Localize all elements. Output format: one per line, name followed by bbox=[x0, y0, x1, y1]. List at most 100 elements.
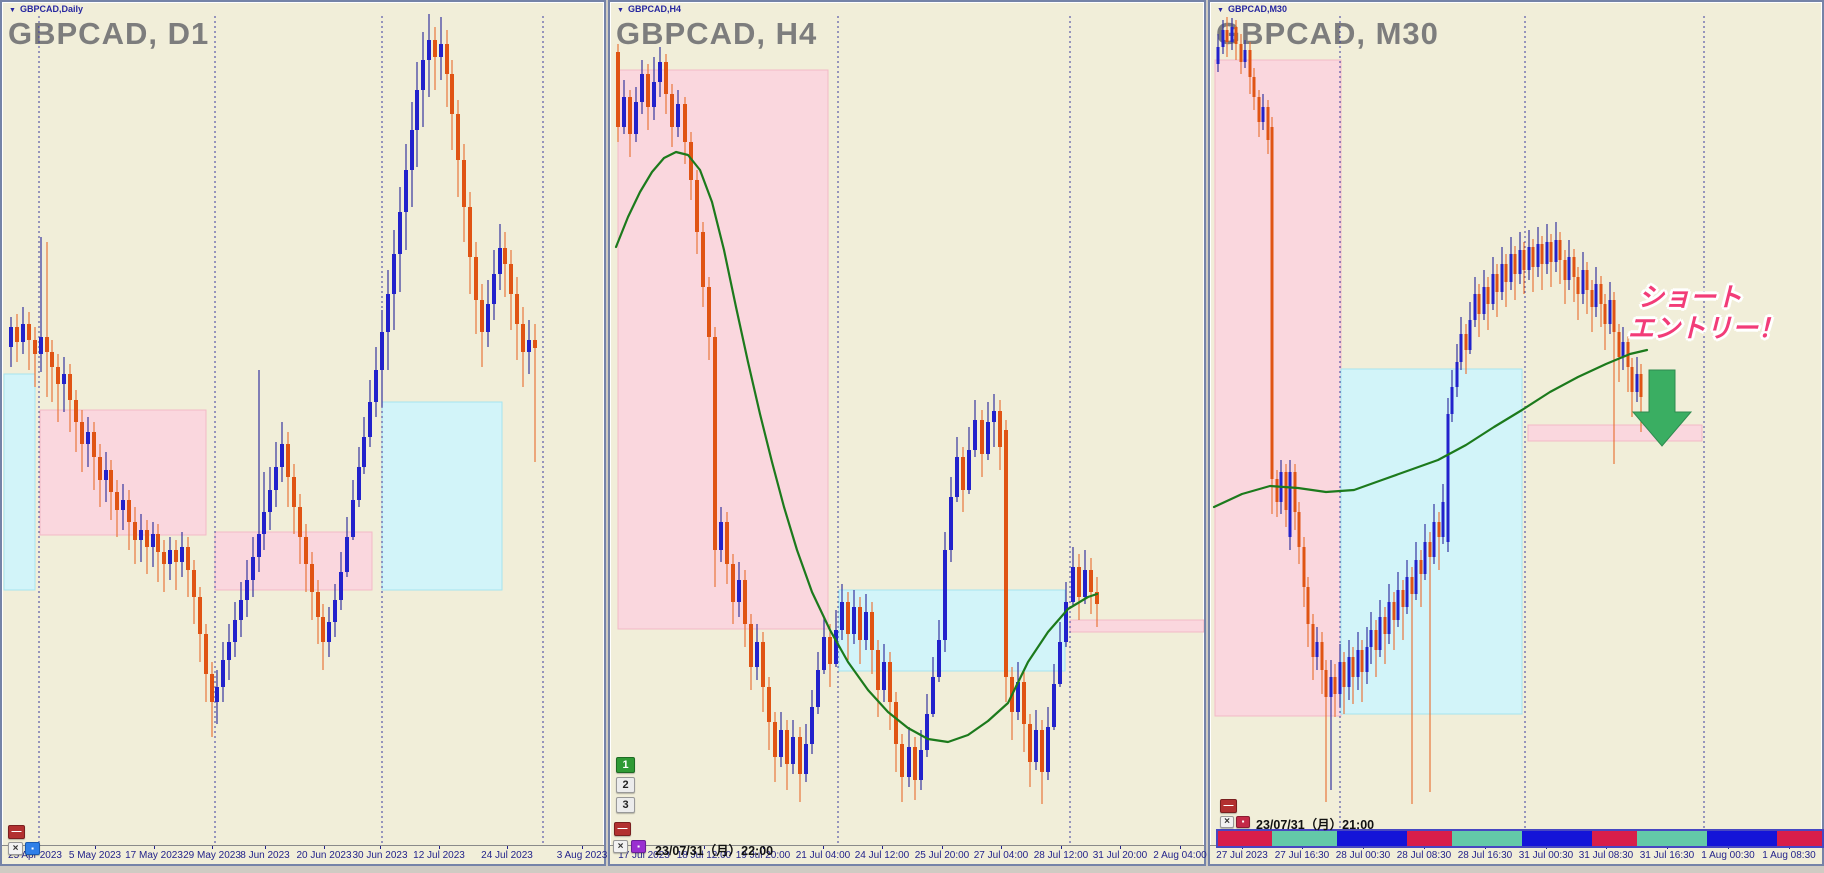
candle-bearish bbox=[1504, 264, 1508, 282]
timeframe-preset-button-1[interactable]: 1 bbox=[616, 757, 635, 773]
candle-bullish bbox=[221, 660, 225, 687]
candle-bullish bbox=[180, 547, 184, 562]
indicator-button[interactable]: ▪ bbox=[1236, 816, 1250, 828]
candle-bullish bbox=[215, 687, 219, 702]
candle-bearish bbox=[321, 617, 325, 642]
price-chart[interactable] bbox=[610, 2, 1204, 846]
candle-bearish bbox=[115, 492, 119, 510]
candle-bearish bbox=[521, 324, 525, 352]
candle-bearish bbox=[749, 624, 753, 667]
candle-bullish bbox=[1594, 284, 1598, 307]
candle-bearish bbox=[1360, 650, 1364, 672]
candle-bullish bbox=[1356, 650, 1360, 677]
candle-bullish bbox=[1446, 414, 1450, 542]
price-chart[interactable] bbox=[1210, 2, 1822, 846]
candle-bullish bbox=[992, 411, 996, 422]
time-axis[interactable]: 25 Apr 2023 5 May 2023 17 May 2023 29 May 2… bbox=[2, 845, 607, 864]
moving-average-line bbox=[614, 150, 1099, 744]
candle-bearish bbox=[913, 747, 917, 780]
price-chart[interactable] bbox=[2, 2, 604, 846]
candle-bearish bbox=[316, 592, 320, 617]
candle-bearish bbox=[1513, 254, 1517, 274]
time-axis[interactable]: 17 Jul 2023 18 Jul 12:00 19 Jul 20:00 21 Ju… bbox=[610, 845, 1207, 864]
candle-bearish bbox=[450, 74, 454, 114]
candle-bearish bbox=[474, 257, 478, 300]
indicator-button[interactable]: ▪ bbox=[25, 842, 40, 855]
session-block-teal bbox=[1452, 831, 1522, 846]
candle-bearish bbox=[761, 642, 765, 687]
candle-bearish bbox=[292, 477, 296, 507]
candle-bullish bbox=[398, 212, 402, 254]
candle-bullish bbox=[9, 327, 13, 347]
candle-bullish bbox=[492, 274, 496, 304]
candle-bullish bbox=[1554, 240, 1558, 262]
candle-bullish bbox=[840, 602, 844, 630]
candle-bullish bbox=[719, 522, 723, 550]
candle-bullish bbox=[1536, 244, 1540, 267]
time-axis[interactable]: 27 Jul 2023 27 Jul 16:30 28 Jul 00:30 28 Ju… bbox=[1210, 845, 1822, 864]
symbol-watermark: GBPCAD, M30 bbox=[1216, 16, 1439, 51]
candle-bearish bbox=[1585, 270, 1589, 290]
candle-bearish bbox=[1437, 522, 1441, 537]
candle-bullish bbox=[392, 254, 396, 294]
minimize-button[interactable]: — bbox=[1220, 799, 1237, 813]
candle-bullish bbox=[1500, 264, 1504, 292]
candle-bullish bbox=[1396, 590, 1400, 620]
candle-bearish bbox=[713, 337, 717, 550]
candle-bullish bbox=[1216, 47, 1220, 64]
session-block-teal bbox=[1637, 831, 1707, 846]
candle-bullish bbox=[1221, 30, 1225, 47]
candle-bullish bbox=[973, 420, 977, 450]
candle-bearish bbox=[127, 500, 131, 522]
axis-label: 17 Jul 2023 bbox=[618, 850, 670, 861]
candle-bearish bbox=[707, 287, 711, 337]
candle-bullish bbox=[1058, 642, 1062, 684]
candle-bearish bbox=[798, 737, 802, 774]
close-button[interactable]: × bbox=[613, 840, 628, 853]
candle-bearish bbox=[210, 674, 214, 702]
axis-tick bbox=[439, 846, 440, 849]
candle-bullish bbox=[439, 44, 443, 57]
candle-bullish bbox=[882, 662, 886, 690]
candle-bearish bbox=[1028, 724, 1032, 762]
candle-bearish bbox=[961, 457, 965, 490]
chevron-down-icon: ▼ bbox=[1217, 7, 1224, 14]
chart-title-label: GBPCAD,Daily bbox=[19, 4, 83, 14]
candle-bullish bbox=[1243, 50, 1247, 62]
candle-bearish bbox=[515, 294, 519, 324]
candle-bearish bbox=[1077, 567, 1081, 597]
candle-bearish bbox=[1234, 27, 1238, 44]
candle-bullish bbox=[640, 74, 644, 102]
axis-label: 27 Jul 16:30 bbox=[1274, 850, 1330, 861]
candle-bearish bbox=[162, 552, 166, 564]
candle-bearish bbox=[1495, 274, 1499, 292]
candle-bullish bbox=[907, 747, 911, 777]
chart-title-m30[interactable]: ▼ GBPCAD,M30 bbox=[1217, 4, 1287, 14]
axis-label: 25 Apr 2023 bbox=[8, 850, 62, 861]
candle-bullish bbox=[351, 500, 355, 537]
chart-title-d1[interactable]: ▼ GBPCAD,Daily bbox=[9, 4, 83, 14]
candle-bearish bbox=[1275, 479, 1279, 502]
candle-bullish bbox=[1468, 320, 1472, 350]
candle-bearish bbox=[1558, 240, 1562, 260]
candle-bearish bbox=[1252, 77, 1256, 97]
minimize-button[interactable]: — bbox=[614, 822, 631, 836]
candle-bullish bbox=[1491, 274, 1495, 304]
indicator-button[interactable]: ▪ bbox=[631, 840, 646, 853]
desktop-strip bbox=[0, 866, 1824, 873]
chart-title-h4[interactable]: ▼ GBPCAD,H4 bbox=[617, 4, 681, 14]
close-button[interactable]: × bbox=[1220, 816, 1234, 828]
candle-bullish bbox=[21, 324, 25, 342]
axis-tick bbox=[1180, 846, 1181, 849]
timeframe-preset-button-2[interactable]: 2 bbox=[616, 777, 635, 793]
chevron-down-icon: ▼ bbox=[617, 7, 624, 14]
timeframe-preset-button-3[interactable]: 3 bbox=[616, 797, 635, 813]
candle-bullish bbox=[1347, 657, 1351, 687]
chart-title-label: GBPCAD,H4 bbox=[627, 4, 681, 14]
candle-bullish bbox=[919, 750, 923, 780]
candle-bullish bbox=[1459, 334, 1463, 362]
minimize-button[interactable]: — bbox=[8, 825, 25, 839]
candle-bullish bbox=[380, 332, 384, 370]
close-button[interactable]: × bbox=[8, 842, 23, 855]
candle-bearish bbox=[1022, 682, 1026, 724]
